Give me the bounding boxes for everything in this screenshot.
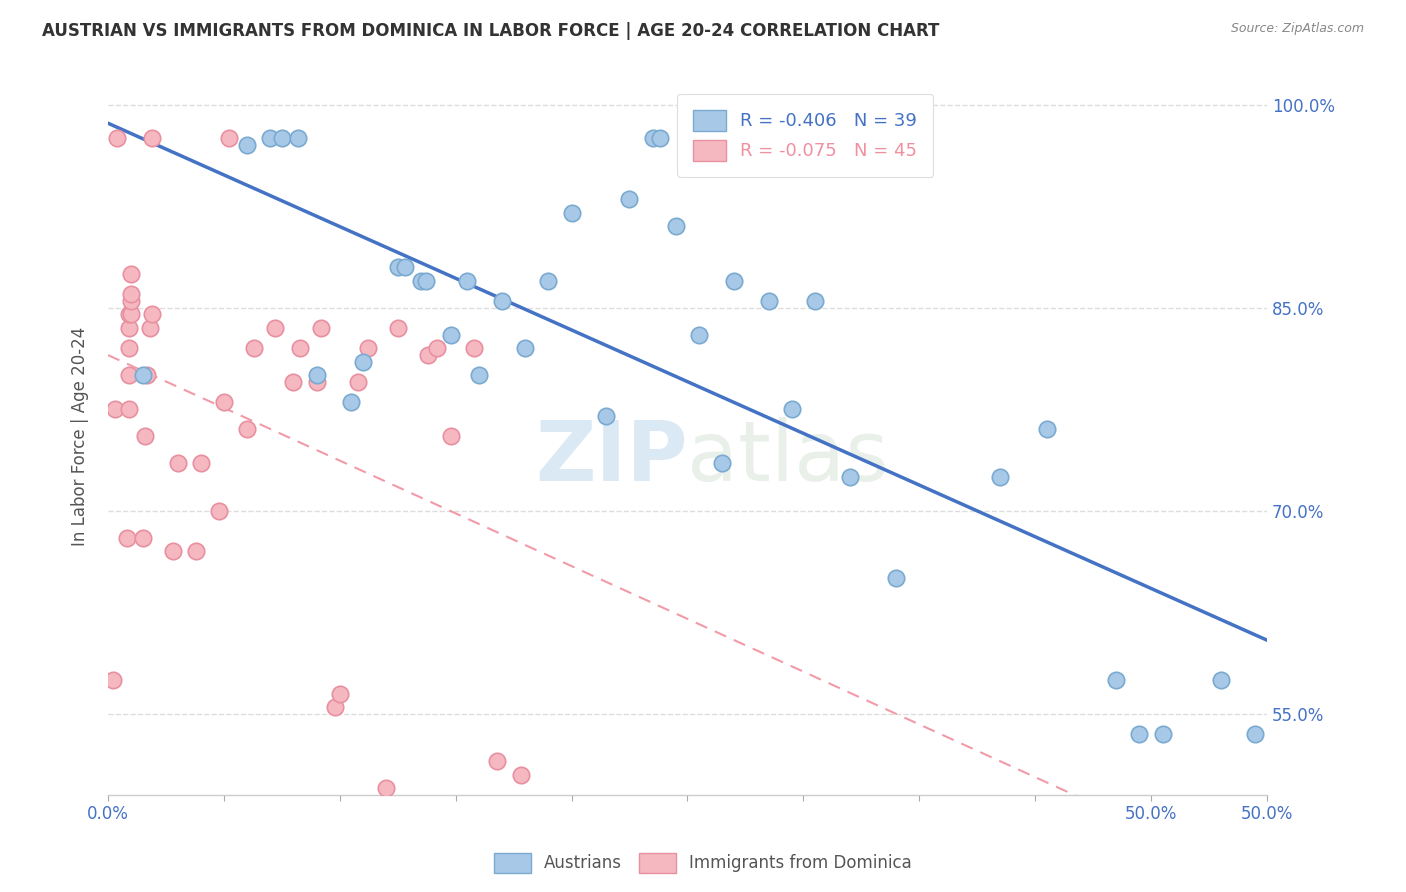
- Point: [1035, 422, 1057, 436]
- Point: [236, 138, 259, 153]
- Point: [101, 673, 124, 687]
- Point: [468, 368, 491, 383]
- Point: [120, 267, 142, 281]
- Point: [456, 274, 478, 288]
- Point: [104, 402, 127, 417]
- Text: atlas: atlas: [688, 417, 889, 499]
- Point: [120, 287, 142, 301]
- Point: [243, 341, 266, 355]
- Point: [138, 321, 160, 335]
- Point: [884, 571, 907, 585]
- Point: [375, 781, 398, 796]
- Point: [415, 274, 437, 288]
- Point: [711, 456, 734, 470]
- Point: [259, 131, 281, 145]
- Point: [838, 470, 860, 484]
- Point: [105, 131, 128, 145]
- Point: [688, 327, 710, 342]
- Point: [347, 375, 370, 389]
- Point: [804, 293, 827, 308]
- Point: [1209, 673, 1232, 687]
- Point: [184, 544, 207, 558]
- Point: [648, 131, 671, 145]
- Point: [595, 409, 617, 423]
- Point: [136, 368, 159, 383]
- Point: [190, 456, 212, 470]
- Point: [208, 504, 231, 518]
- Point: [118, 341, 141, 355]
- Point: [141, 131, 163, 145]
- Point: [387, 321, 409, 335]
- Point: [340, 395, 363, 409]
- Point: [218, 131, 240, 145]
- Point: [120, 293, 142, 308]
- Point: [329, 686, 352, 700]
- Point: [780, 402, 803, 417]
- Point: [118, 368, 141, 383]
- Point: [162, 544, 184, 558]
- Point: [356, 341, 378, 355]
- Point: [132, 368, 155, 383]
- Point: [1128, 727, 1150, 741]
- Point: [641, 131, 664, 145]
- Point: [463, 341, 485, 355]
- Point: [118, 321, 141, 335]
- Point: [212, 395, 235, 409]
- Legend: R = -0.406   N = 39, R = -0.075   N = 45: R = -0.406 N = 39, R = -0.075 N = 45: [676, 94, 934, 177]
- Point: [515, 341, 537, 355]
- Point: [537, 274, 560, 288]
- Point: [491, 293, 513, 308]
- Point: [305, 368, 328, 383]
- Point: [120, 307, 142, 321]
- Point: [1152, 727, 1174, 741]
- Point: [440, 429, 463, 443]
- Y-axis label: In Labor Force | Age 20-24: In Labor Force | Age 20-24: [72, 326, 89, 546]
- Point: [166, 456, 188, 470]
- Point: [486, 754, 509, 768]
- Point: [270, 131, 292, 145]
- Text: Source: ZipAtlas.com: Source: ZipAtlas.com: [1230, 22, 1364, 36]
- Point: [394, 260, 416, 274]
- Point: [561, 206, 583, 220]
- Point: [352, 355, 374, 369]
- Point: [758, 293, 780, 308]
- Point: [290, 341, 312, 355]
- Point: [416, 348, 439, 362]
- Point: [283, 375, 305, 389]
- Point: [426, 341, 449, 355]
- Point: [132, 531, 155, 545]
- Point: [509, 768, 531, 782]
- Point: [1105, 673, 1128, 687]
- Text: ZIP: ZIP: [534, 417, 688, 499]
- Point: [409, 274, 432, 288]
- Point: [387, 260, 409, 274]
- Point: [305, 375, 328, 389]
- Point: [118, 402, 141, 417]
- Point: [665, 219, 688, 234]
- Point: [323, 700, 346, 714]
- Point: [134, 429, 156, 443]
- Point: [118, 307, 141, 321]
- Point: [1244, 727, 1267, 741]
- Point: [141, 307, 163, 321]
- Text: AUSTRIAN VS IMMIGRANTS FROM DOMINICA IN LABOR FORCE | AGE 20-24 CORRELATION CHAR: AUSTRIAN VS IMMIGRANTS FROM DOMINICA IN …: [42, 22, 939, 40]
- Point: [115, 531, 138, 545]
- Point: [263, 321, 285, 335]
- Point: [988, 470, 1011, 484]
- Point: [287, 131, 309, 145]
- Point: [619, 192, 641, 206]
- Point: [723, 274, 745, 288]
- Point: [440, 327, 463, 342]
- Point: [309, 321, 332, 335]
- Point: [236, 422, 259, 436]
- Legend: Austrians, Immigrants from Dominica: Austrians, Immigrants from Dominica: [488, 847, 918, 880]
